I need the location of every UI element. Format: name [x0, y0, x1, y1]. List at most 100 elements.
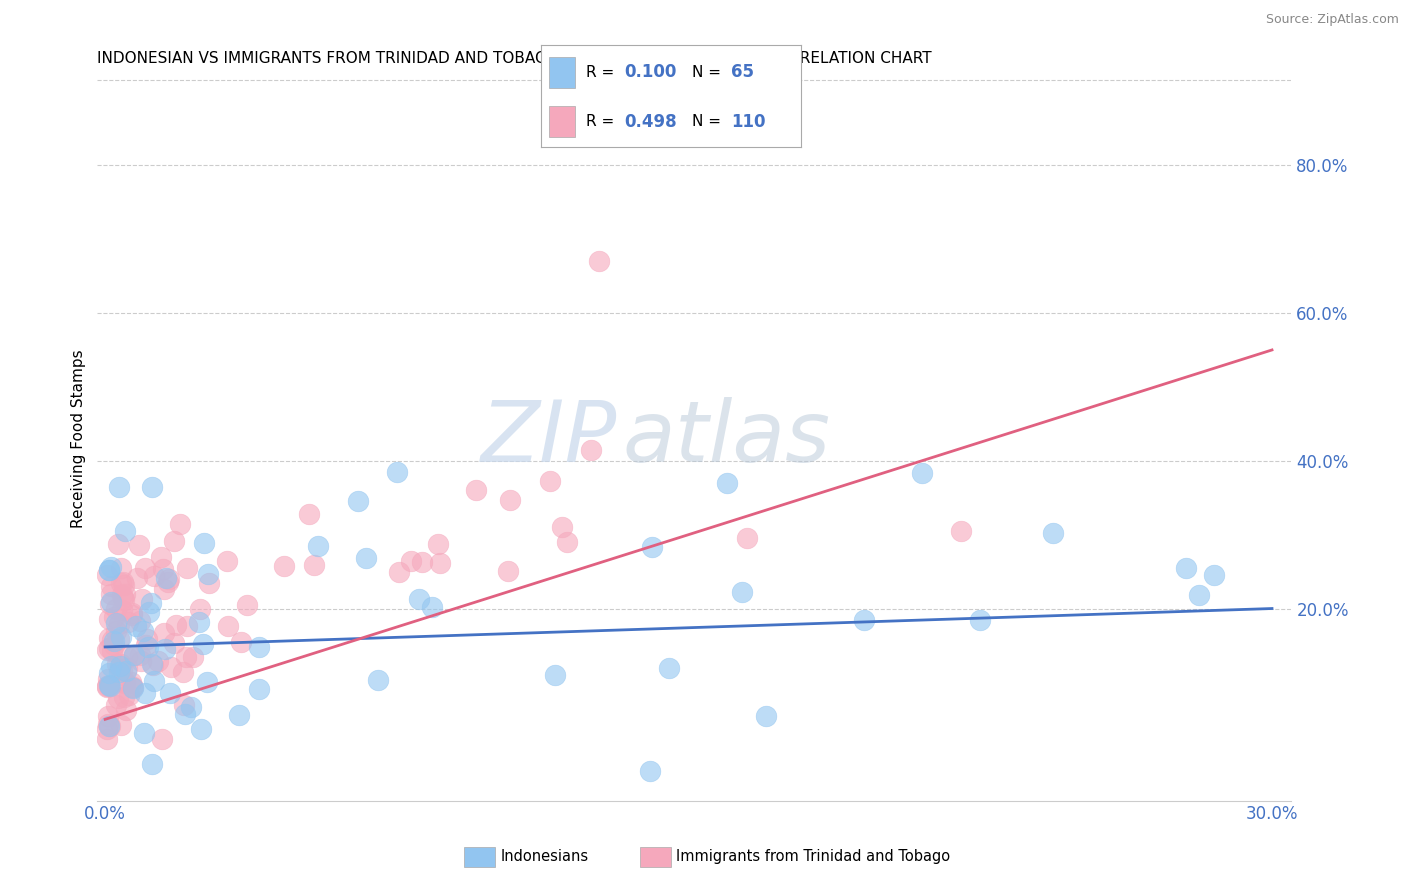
Text: 65: 65 — [731, 63, 754, 81]
Text: ZIP: ZIP — [481, 397, 617, 480]
Point — [408, 591, 430, 606]
Point — [96, 643, 118, 657]
Point — [98, 563, 121, 577]
Point — [139, 596, 162, 610]
Point — [96, 681, 118, 695]
Point — [121, 680, 143, 694]
Point — [498, 493, 520, 508]
Point — [114, 674, 136, 689]
Text: N =: N = — [692, 65, 725, 79]
Point — [120, 675, 142, 690]
Point — [173, 698, 195, 712]
Point — [163, 533, 186, 548]
Point — [169, 516, 191, 531]
Text: R =: R = — [585, 114, 619, 129]
Point — [110, 630, 132, 644]
Point — [98, 678, 121, 692]
Point — [193, 536, 215, 550]
Point — [273, 559, 295, 574]
Point — [190, 722, 212, 736]
Point — [155, 570, 177, 584]
Point — [98, 679, 121, 693]
Point — [110, 657, 132, 671]
Point — [129, 614, 152, 628]
Point — [176, 561, 198, 575]
Point — [121, 681, 143, 696]
Text: atlas: atlas — [623, 397, 831, 480]
Point — [117, 615, 139, 629]
Point — [143, 568, 166, 582]
Point — [107, 537, 129, 551]
Point — [399, 554, 422, 568]
Point — [98, 631, 121, 645]
Point — [153, 641, 176, 656]
Point — [735, 532, 758, 546]
Point — [97, 612, 120, 626]
Text: 0.498: 0.498 — [624, 112, 678, 130]
Point — [103, 633, 125, 648]
Point — [104, 602, 127, 616]
Point — [731, 584, 754, 599]
FancyBboxPatch shape — [550, 57, 575, 87]
Point — [159, 660, 181, 674]
Point — [115, 703, 138, 717]
Point — [112, 578, 135, 592]
Point — [174, 650, 197, 665]
Point — [231, 635, 253, 649]
Point — [388, 566, 411, 580]
Point — [302, 558, 325, 573]
Point — [138, 640, 160, 654]
Point — [97, 679, 120, 693]
Point — [135, 638, 157, 652]
Point — [110, 662, 132, 676]
Point — [100, 644, 122, 658]
Point — [581, 443, 603, 458]
Point — [110, 561, 132, 575]
Point — [165, 618, 187, 632]
Point — [429, 556, 451, 570]
Point — [755, 708, 778, 723]
Point — [555, 535, 578, 549]
Point — [172, 665, 194, 679]
Point — [98, 666, 121, 681]
Point — [138, 605, 160, 619]
Point — [134, 726, 156, 740]
Point — [658, 660, 681, 674]
Y-axis label: Receiving Food Stamps: Receiving Food Stamps — [72, 350, 86, 528]
Point — [108, 658, 131, 673]
Point — [124, 648, 146, 663]
Point — [152, 582, 174, 597]
Point — [141, 756, 163, 771]
Point — [163, 636, 186, 650]
Point — [249, 682, 271, 697]
Point — [1175, 561, 1198, 575]
Point — [153, 626, 176, 640]
Point — [104, 616, 127, 631]
Point — [103, 610, 125, 624]
Point — [100, 587, 122, 601]
Point — [131, 592, 153, 607]
Point — [97, 672, 120, 686]
Point — [142, 673, 165, 688]
Point — [115, 661, 138, 675]
Point — [97, 716, 120, 731]
Point — [236, 598, 259, 612]
Text: 0.100: 0.100 — [624, 63, 676, 81]
Point — [150, 732, 173, 747]
Point — [129, 648, 152, 663]
Point — [180, 700, 202, 714]
Point — [111, 603, 134, 617]
Point — [117, 649, 139, 664]
Point — [969, 613, 991, 627]
Point — [98, 719, 121, 733]
Point — [174, 706, 197, 721]
Point — [716, 475, 738, 490]
Point — [1187, 588, 1209, 602]
Point — [141, 480, 163, 494]
Point — [96, 568, 118, 582]
Point — [128, 538, 150, 552]
Point — [98, 598, 121, 612]
Point — [298, 508, 321, 522]
Point — [191, 637, 214, 651]
Point — [118, 688, 141, 702]
